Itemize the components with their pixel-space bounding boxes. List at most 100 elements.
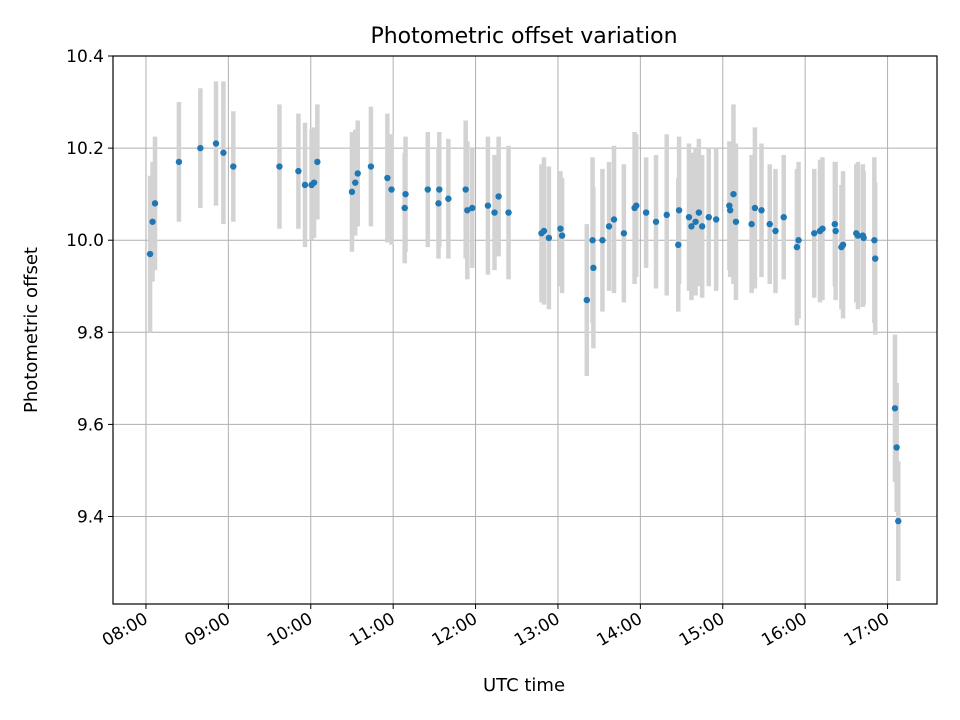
data-point — [732, 218, 740, 225]
data-point — [685, 213, 693, 221]
data-point — [146, 250, 154, 258]
chart-title: Photometric offset variation — [370, 24, 677, 49]
data-point — [424, 186, 431, 193]
data-point — [780, 213, 787, 221]
y-tick-label: 9.8 — [77, 323, 104, 343]
data-point — [839, 241, 847, 249]
data-point — [610, 216, 618, 223]
data-point — [705, 213, 712, 221]
y-tick-label: 9.4 — [77, 508, 104, 528]
x-tick-label: 14:00 — [593, 609, 645, 651]
data-point — [484, 202, 492, 209]
data-point — [712, 216, 720, 223]
data-point — [388, 186, 395, 193]
data-point — [402, 190, 409, 198]
data-point — [175, 158, 183, 166]
data-point — [310, 179, 318, 186]
data-point — [758, 207, 765, 214]
data-point — [352, 179, 359, 186]
data-point — [642, 209, 650, 216]
x-tick-label: 08:00 — [99, 609, 151, 651]
data-point — [212, 140, 220, 147]
y-axis-ticks: 9.4 9.6 9.8 10.0 10.2 10.4 — [66, 47, 113, 528]
data-point — [230, 163, 237, 170]
data-point — [893, 444, 900, 451]
data-point — [620, 230, 628, 237]
y-tick-label: 9.6 — [77, 415, 104, 435]
x-tick-label: 12:00 — [429, 609, 481, 651]
data-point — [149, 218, 156, 225]
data-point — [726, 207, 734, 214]
data-point — [469, 204, 476, 212]
data-point — [692, 218, 699, 225]
data-point — [295, 167, 302, 175]
data-point — [652, 218, 660, 225]
data-point — [276, 163, 283, 170]
data-point — [819, 225, 826, 232]
grid — [113, 55, 937, 604]
data-point — [793, 243, 801, 251]
data-point — [495, 193, 502, 200]
data-point — [220, 149, 227, 156]
data-point — [695, 209, 703, 216]
y-axis-label: Photometric offset — [21, 247, 42, 413]
data-point — [348, 188, 356, 196]
data-point — [688, 223, 695, 230]
data-point — [675, 241, 682, 249]
data-point — [854, 232, 862, 239]
data-point — [795, 237, 802, 244]
data-point — [605, 223, 613, 230]
x-axis-ticks: 08:00 09:00 10:00 11:00 12:00 13:00 14:00 15:00… — [99, 604, 893, 651]
data-point — [675, 207, 683, 214]
data-point — [871, 237, 878, 244]
data-point — [831, 220, 839, 228]
data-point — [354, 170, 361, 177]
data-point — [589, 237, 596, 244]
data-point — [314, 158, 321, 166]
data-point — [384, 174, 391, 182]
data-point — [748, 220, 755, 228]
data-point — [462, 186, 469, 193]
x-tick-label: 13:00 — [511, 609, 563, 651]
y-tick-label: 10.2 — [66, 139, 104, 159]
data-point — [811, 230, 818, 237]
data-point — [590, 264, 597, 272]
data-point — [583, 296, 590, 304]
data-point — [301, 181, 309, 189]
data-point — [545, 234, 553, 242]
data-point — [633, 202, 640, 209]
data-point — [401, 204, 408, 212]
x-tick-label: 10:00 — [264, 609, 316, 651]
data-point — [895, 517, 902, 525]
data-point — [505, 209, 512, 216]
data-points — [146, 140, 902, 525]
data-point — [663, 211, 670, 219]
data-point — [872, 255, 879, 262]
data-point — [197, 144, 204, 152]
data-point — [151, 200, 159, 207]
data-point — [599, 237, 606, 244]
data-point — [445, 195, 452, 202]
data-point — [766, 220, 773, 228]
data-point — [558, 232, 566, 239]
data-point — [557, 225, 564, 232]
data-point — [730, 190, 737, 198]
data-point — [436, 186, 443, 193]
data-point — [464, 207, 471, 214]
x-axis-label: UTC time — [483, 675, 565, 696]
data-point — [772, 227, 779, 235]
plot-frame — [112, 55, 938, 605]
data-point — [832, 227, 839, 235]
data-point — [891, 405, 899, 412]
data-point — [698, 223, 706, 230]
data-point — [751, 204, 759, 212]
data-point — [540, 227, 548, 235]
data-point — [860, 234, 867, 242]
data-point — [491, 209, 498, 216]
x-tick-label: 11:00 — [346, 609, 398, 651]
y-tick-label: 10.4 — [66, 47, 104, 67]
data-point — [367, 163, 375, 170]
data-point — [435, 200, 442, 207]
x-tick-label: 16:00 — [758, 609, 810, 651]
